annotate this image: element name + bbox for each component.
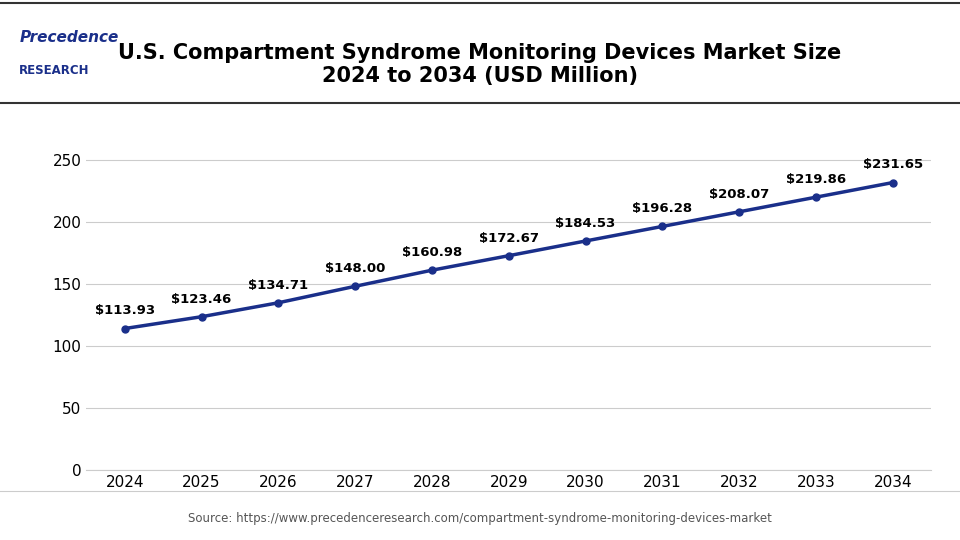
- Text: $113.93: $113.93: [95, 305, 155, 318]
- Text: $184.53: $184.53: [556, 217, 615, 230]
- Text: $148.00: $148.00: [325, 262, 385, 275]
- Text: Source: https://www.precedenceresearch.com/compartment-syndrome-monitoring-devic: Source: https://www.precedenceresearch.c…: [188, 512, 772, 525]
- Text: $231.65: $231.65: [863, 158, 923, 171]
- Text: $219.86: $219.86: [786, 173, 846, 186]
- Text: U.S. Compartment Syndrome Monitoring Devices Market Size
2024 to 2034 (USD Milli: U.S. Compartment Syndrome Monitoring Dev…: [118, 43, 842, 86]
- Text: $172.67: $172.67: [479, 232, 539, 245]
- Text: Precedence: Precedence: [19, 30, 119, 45]
- Text: $123.46: $123.46: [172, 293, 231, 306]
- Text: $208.07: $208.07: [709, 188, 769, 201]
- Text: $160.98: $160.98: [402, 246, 462, 259]
- Text: RESEARCH: RESEARCH: [19, 64, 89, 77]
- Text: $134.71: $134.71: [249, 279, 308, 292]
- Text: $196.28: $196.28: [633, 202, 692, 215]
